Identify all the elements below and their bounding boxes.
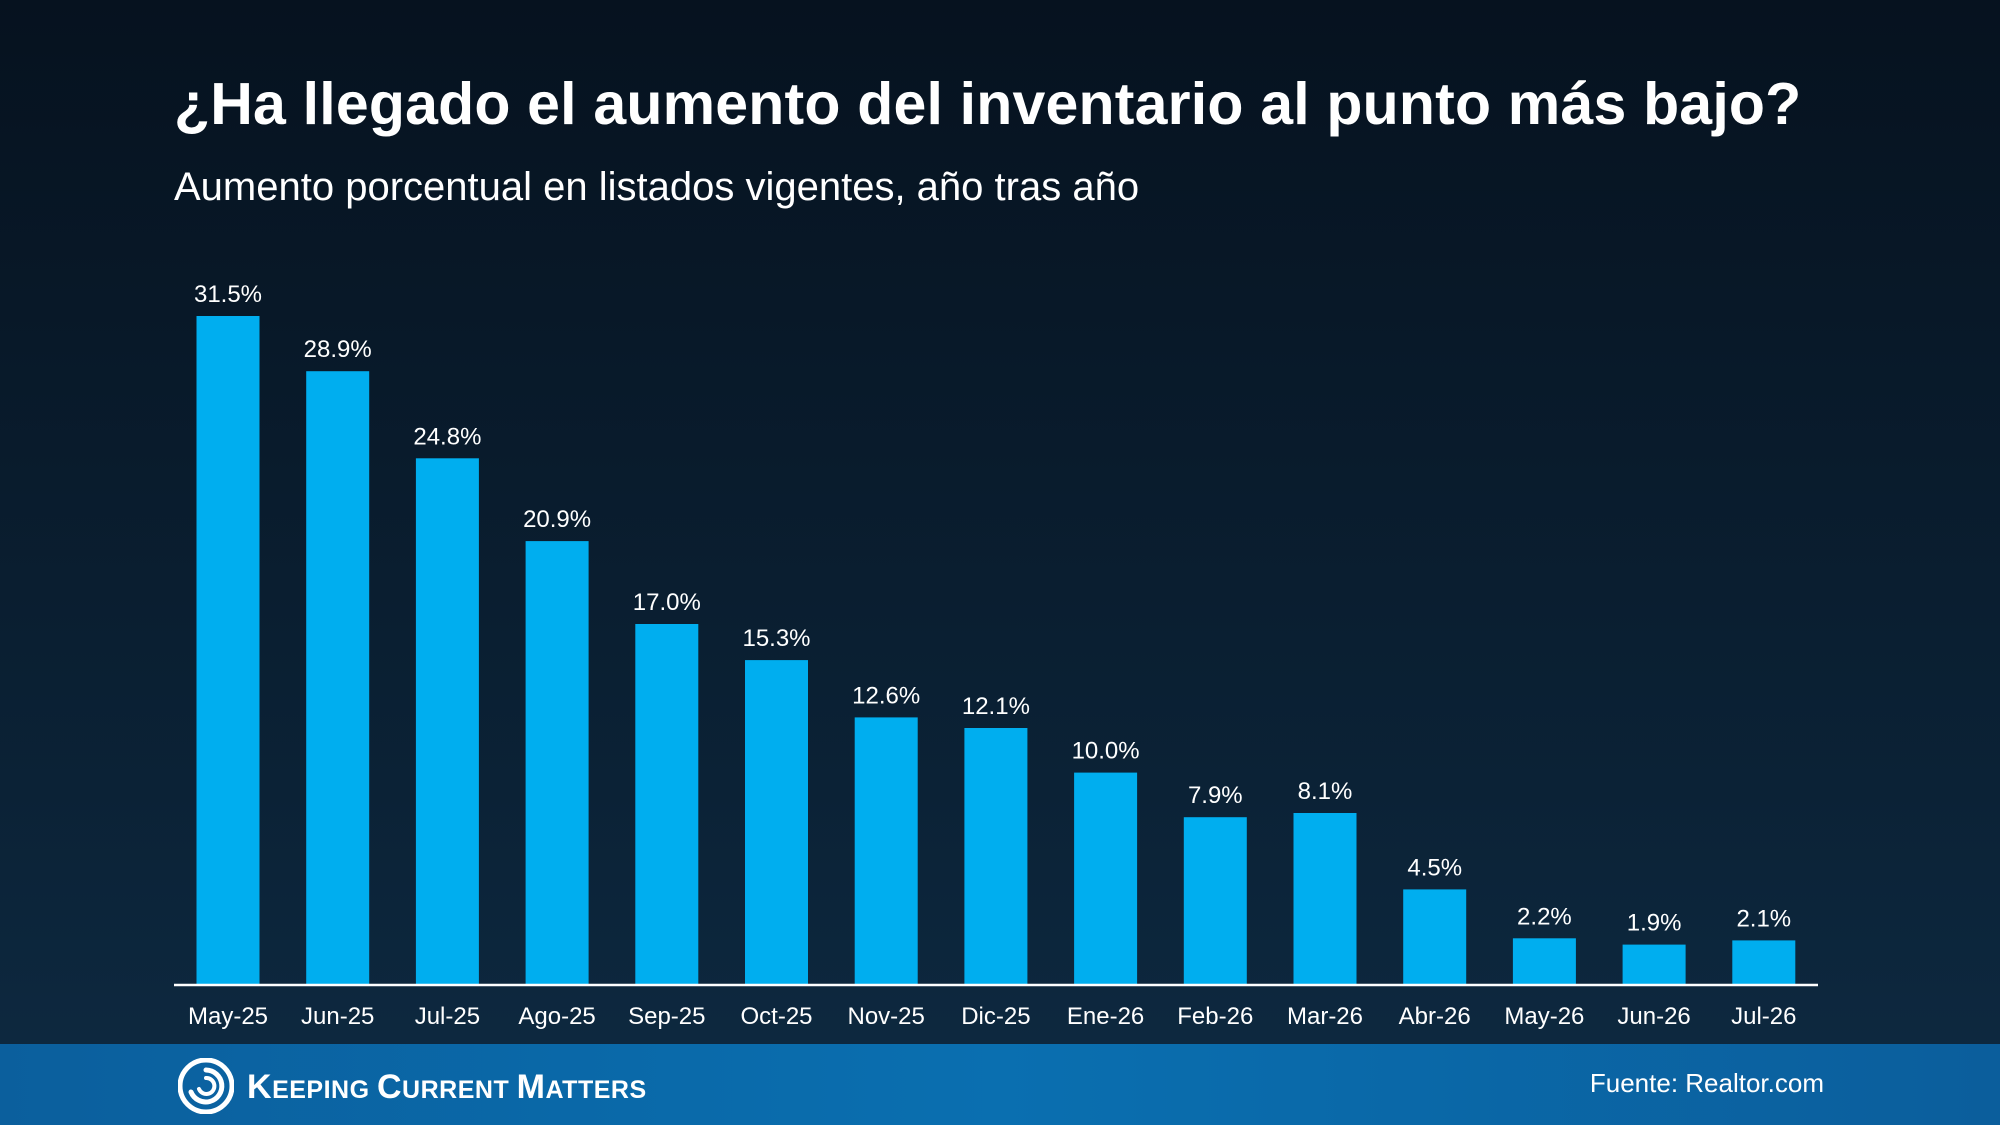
brand-cap-1: K [247,1068,273,1106]
bar-Abr-26 [1403,889,1467,985]
brand-cap-3: M [516,1068,546,1106]
brand-rest-1: EEPING [272,1076,377,1104]
data-label-Jul-25: 24.8% [413,423,481,450]
source-credit: Fuente: Realtor.com [1589,1068,1824,1098]
data-label-Feb-26: 7.9% [1188,782,1243,809]
bar-chart: 31.5% May-25 28.9% Jun-25 24.8% Jul-25 20.9% Ag… [188,281,1797,1030]
chart-title: ¿Ha llegado el aumento del inventario al… [174,71,1802,137]
bar-May-25 [196,316,260,985]
data-label-Sep-25: 17.0% [633,589,701,616]
data-label-Ene-26: 10.0% [1072,738,1140,765]
bar-Jun-26 [1622,944,1686,985]
bar-Jul-26 [1732,940,1796,985]
bar-Oct-25 [745,660,808,985]
x-tick-label-Nov-25: Nov-25 [848,1003,925,1030]
bar-Mar-26 [1293,813,1357,985]
x-tick-label-Dic-25: Dic-25 [961,1003,1030,1030]
data-label-Nov-25: 12.6% [852,682,920,709]
x-tick-label-Feb-26: Feb-26 [1177,1003,1253,1030]
x-tick-label-May-25: May-25 [188,1003,268,1030]
bar-Ene-26 [1074,772,1138,985]
bar-Jul-25 [415,458,479,985]
data-label-Oct-25: 15.3% [742,625,810,652]
data-label-Jul-26: 2.1% [1736,905,1791,932]
data-label-May-25: 31.5% [194,281,262,308]
brand-rest-3: ATTERS [545,1076,647,1104]
x-tick-label-Abr-26: Abr-26 [1399,1003,1471,1030]
bar-Nov-25 [854,717,918,985]
bar-Feb-26 [1183,817,1247,985]
bar-May-26 [1512,938,1576,985]
brand-name: KEEPING CURRENT MATTERS [247,1068,647,1107]
brand-cap-2: C [376,1068,403,1106]
data-label-Jun-26: 1.9% [1627,910,1682,937]
x-tick-label-Mar-26: Mar-26 [1287,1003,1363,1030]
bar-Dic-25 [964,728,1028,985]
x-tick-label-Ene-26: Ene-26 [1067,1003,1144,1030]
data-label-Abr-26: 4.5% [1407,854,1462,881]
bar-Ago-25 [525,541,589,985]
bar-Sep-25 [635,624,699,985]
brand-rest-2: URRENT [402,1076,517,1104]
x-tick-label-Jul-26: Jul-26 [1731,1003,1796,1030]
x-tick-label-May-26: May-26 [1504,1003,1584,1030]
data-label-May-26: 2.2% [1517,903,1572,930]
data-label-Jun-25: 28.9% [304,336,372,363]
footer-bar: KEEPING CURRENT MATTERS Fuente: Realtor.… [0,1044,2000,1125]
x-tick-label-Jun-26: Jun-26 [1617,1003,1690,1030]
x-tick-label-Sep-25: Sep-25 [628,1003,705,1030]
x-tick-label-Ago-25: Ago-25 [518,1003,595,1030]
x-tick-label-Jul-25: Jul-25 [415,1003,480,1030]
x-tick-label-Jun-25: Jun-25 [301,1003,374,1030]
bar-Jun-25 [306,371,370,985]
data-label-Mar-26: 8.1% [1298,778,1353,805]
bars-layer: 31.5% May-25 28.9% Jun-25 24.8% Jul-25 20.9% Ag… [188,281,1797,1030]
kcm-swirl-icon [178,1058,234,1114]
data-label-Ago-25: 20.9% [523,506,591,533]
data-label-Dic-25: 12.1% [962,693,1030,720]
x-tick-label-Oct-25: Oct-25 [740,1003,812,1030]
chart-subtitle: Aumento porcentual en listados vigentes,… [174,165,1140,209]
